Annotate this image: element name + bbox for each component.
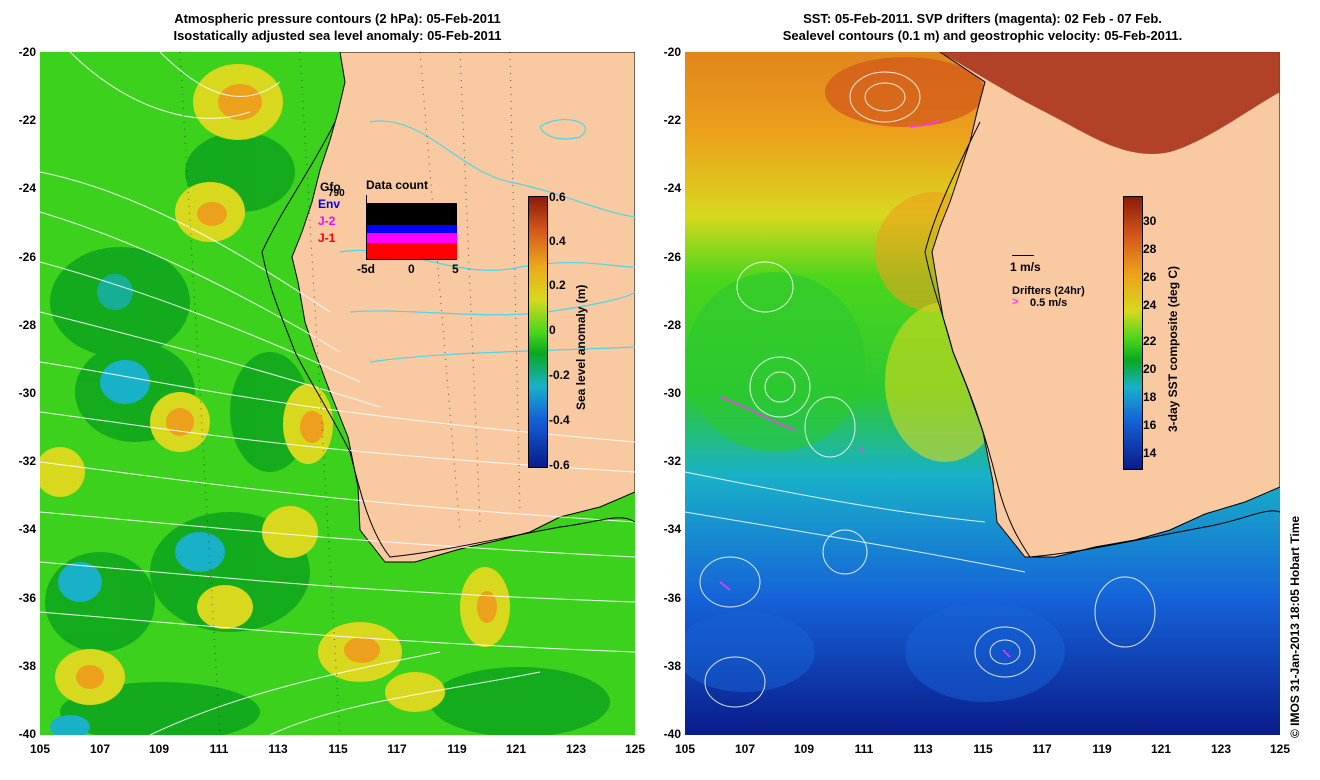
drifter-arrow-icon: >: [1012, 296, 1019, 308]
lat-label: -36: [18, 591, 36, 605]
sst-tick-1: 28: [1143, 242, 1157, 256]
left-title-line2: Isostatically adjusted sea level anomaly…: [173, 28, 502, 43]
left-title-line1: Atmospheric pressure contours (2 hPa): 0…: [174, 11, 501, 26]
lat-label: -38: [18, 659, 36, 673]
sst-map: [685, 52, 1280, 735]
lat-label: -22: [663, 113, 681, 127]
left-map-title: Atmospheric pressure contours (2 hPa): 0…: [40, 10, 635, 44]
lon-label: 113: [268, 742, 288, 756]
lat-label: -40: [663, 727, 681, 741]
lat-label: -32: [663, 454, 681, 468]
lon-label: 115: [973, 742, 993, 756]
lon-label: 105: [674, 742, 696, 756]
lat-label: -28: [18, 318, 36, 332]
lat-label: -24: [18, 181, 36, 195]
lon-label: 113: [913, 742, 933, 756]
lon-label: 125: [624, 742, 646, 756]
lat-label: -34: [18, 522, 36, 536]
lon-label: 121: [1150, 742, 1172, 756]
sst-tick-2: 26: [1143, 270, 1157, 284]
sst-tick-8: 14: [1143, 446, 1157, 460]
lat-label: -30: [18, 386, 36, 400]
lat-label: -38: [663, 659, 681, 673]
lon-label: 117: [1032, 742, 1052, 756]
lat-label: -24: [663, 181, 681, 195]
lat-label: -28: [663, 318, 681, 332]
lat-label: -40: [18, 727, 36, 741]
sst-tick-0: 30: [1143, 214, 1157, 228]
lat-label: -30: [663, 386, 681, 400]
lon-label: 121: [505, 742, 527, 756]
lat-label: -20: [18, 45, 36, 59]
right-title-line1: SST: 05-Feb-2011. SVP drifters (magenta)…: [803, 11, 1162, 26]
lon-label: 109: [148, 742, 170, 756]
lon-label: 111: [854, 742, 874, 756]
data-count-title: Data count: [366, 178, 429, 192]
mission-env-label: Env: [318, 197, 341, 211]
lon-label: 107: [734, 742, 756, 756]
drifters-scale: 0.5 m/s: [1030, 297, 1068, 309]
lat-label: -32: [18, 454, 36, 468]
sst-tick-4: 22: [1143, 334, 1157, 348]
lon-label: 119: [447, 742, 467, 756]
right-title-line2: Sealevel contours (0.1 m) and geostrophi…: [782, 28, 1183, 43]
data-count-tick-minus5: -5d: [357, 262, 375, 276]
sst-image: [685, 52, 1280, 735]
data-count-bars: [366, 195, 457, 260]
velocity-scale-label: 1 m/s: [1010, 260, 1041, 274]
lon-label: 107: [89, 742, 111, 756]
lat-label: -20: [663, 45, 681, 59]
mission-j2-label: J-2: [318, 214, 336, 228]
sst-colorbar: [1123, 196, 1143, 470]
sst-tick-7: 16: [1143, 418, 1157, 432]
sla-tick-1: 0.4: [549, 234, 566, 248]
mission-gfo-label: Gfo: [320, 180, 341, 194]
lon-label: 119: [1092, 742, 1112, 756]
sst-tick-3: 24: [1143, 298, 1157, 312]
lon-label: 117: [387, 742, 407, 756]
mission-j1-label: J-1: [318, 231, 336, 245]
sla-colorbar: [528, 196, 548, 468]
sst-colorbar-title: 3-day SST composite (deg C): [1166, 265, 1180, 432]
lat-label: -34: [663, 522, 681, 536]
sla-tick-2: 0.2: [549, 278, 566, 292]
data-count-tick-0: 0: [408, 262, 415, 276]
right-map-title: SST: 05-Feb-2011. SVP drifters (magenta)…: [685, 10, 1280, 44]
lon-label: 123: [565, 742, 587, 756]
sla-tick-5: -0.4: [549, 413, 570, 427]
lon-label: 125: [1269, 742, 1291, 756]
sla-tick-6: -0.6: [549, 458, 570, 472]
lon-label: 105: [29, 742, 51, 756]
overlap-count-label: 790: [328, 188, 345, 199]
drifters-title: Drifters (24hr): [1012, 285, 1085, 297]
sla-tick-0: 0.6: [549, 190, 566, 204]
data-count-tick-5: 5: [452, 262, 459, 276]
sla-tick-3: 0: [549, 323, 556, 337]
sla-colorbar-title: Sea level anomaly (m): [574, 284, 588, 410]
lon-label: 115: [328, 742, 348, 756]
velocity-scale-arrow: [1012, 255, 1034, 256]
lat-label: -26: [663, 250, 681, 264]
lat-label: -26: [18, 250, 36, 264]
sla-tick-4: -0.2: [549, 368, 570, 382]
lon-label: 109: [793, 742, 815, 756]
sst-tick-5: 20: [1143, 362, 1157, 376]
imos-credit: © IMOS 31-Jan-2013 18:05 Hobart Time: [1288, 515, 1302, 738]
lon-label: 123: [1210, 742, 1232, 756]
sst-tick-6: 18: [1143, 390, 1157, 404]
lon-label: 111: [209, 742, 229, 756]
lat-label: -36: [663, 591, 681, 605]
lat-label: -22: [18, 113, 36, 127]
